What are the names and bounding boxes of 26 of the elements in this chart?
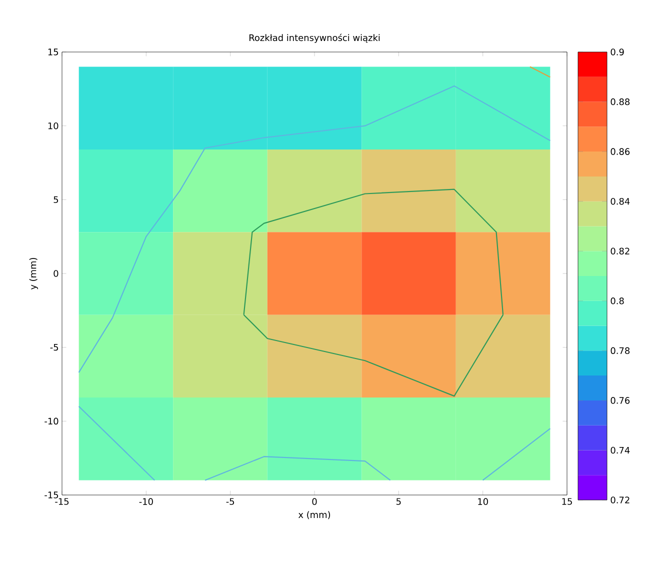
color-bar-label: 0.82: [610, 248, 630, 254]
color-bar-label: 0.8: [610, 297, 624, 304]
color-bar-label: 0.78: [610, 347, 630, 354]
x-tick-label: -5: [226, 498, 234, 505]
x-tick-label: 0: [312, 498, 317, 505]
y-tick-label: -10: [44, 418, 58, 425]
x-tick-label: 15: [562, 498, 572, 505]
color-bar-label: 0.74: [610, 446, 630, 454]
y-tick-label: 0: [54, 270, 58, 277]
color-bar-label: 0.9: [610, 48, 624, 56]
color-bar-label: 0.88: [610, 98, 630, 106]
y-axis-title: y (mm): [29, 258, 38, 290]
x-axis-title: x (mm): [298, 511, 330, 520]
x-tick-label: -10: [139, 498, 153, 505]
chart-title: Rozkład intensywności wiązki: [249, 34, 380, 43]
x-tick-label: 5: [396, 498, 401, 505]
color-bar-label: 0.86: [610, 148, 630, 155]
y-tick-label: 15: [48, 48, 58, 56]
color-bar-label: 0.84: [610, 198, 630, 205]
x-tick-label: 10: [478, 498, 488, 505]
color-bar-label: 0.72: [610, 496, 630, 504]
y-tick-label: 10: [48, 122, 58, 130]
y-tick-label: -15: [44, 492, 58, 498]
y-tick-label: -5: [50, 344, 58, 351]
color-bar-label: 0.76: [610, 397, 630, 404]
y-tick-label: 5: [54, 196, 58, 203]
